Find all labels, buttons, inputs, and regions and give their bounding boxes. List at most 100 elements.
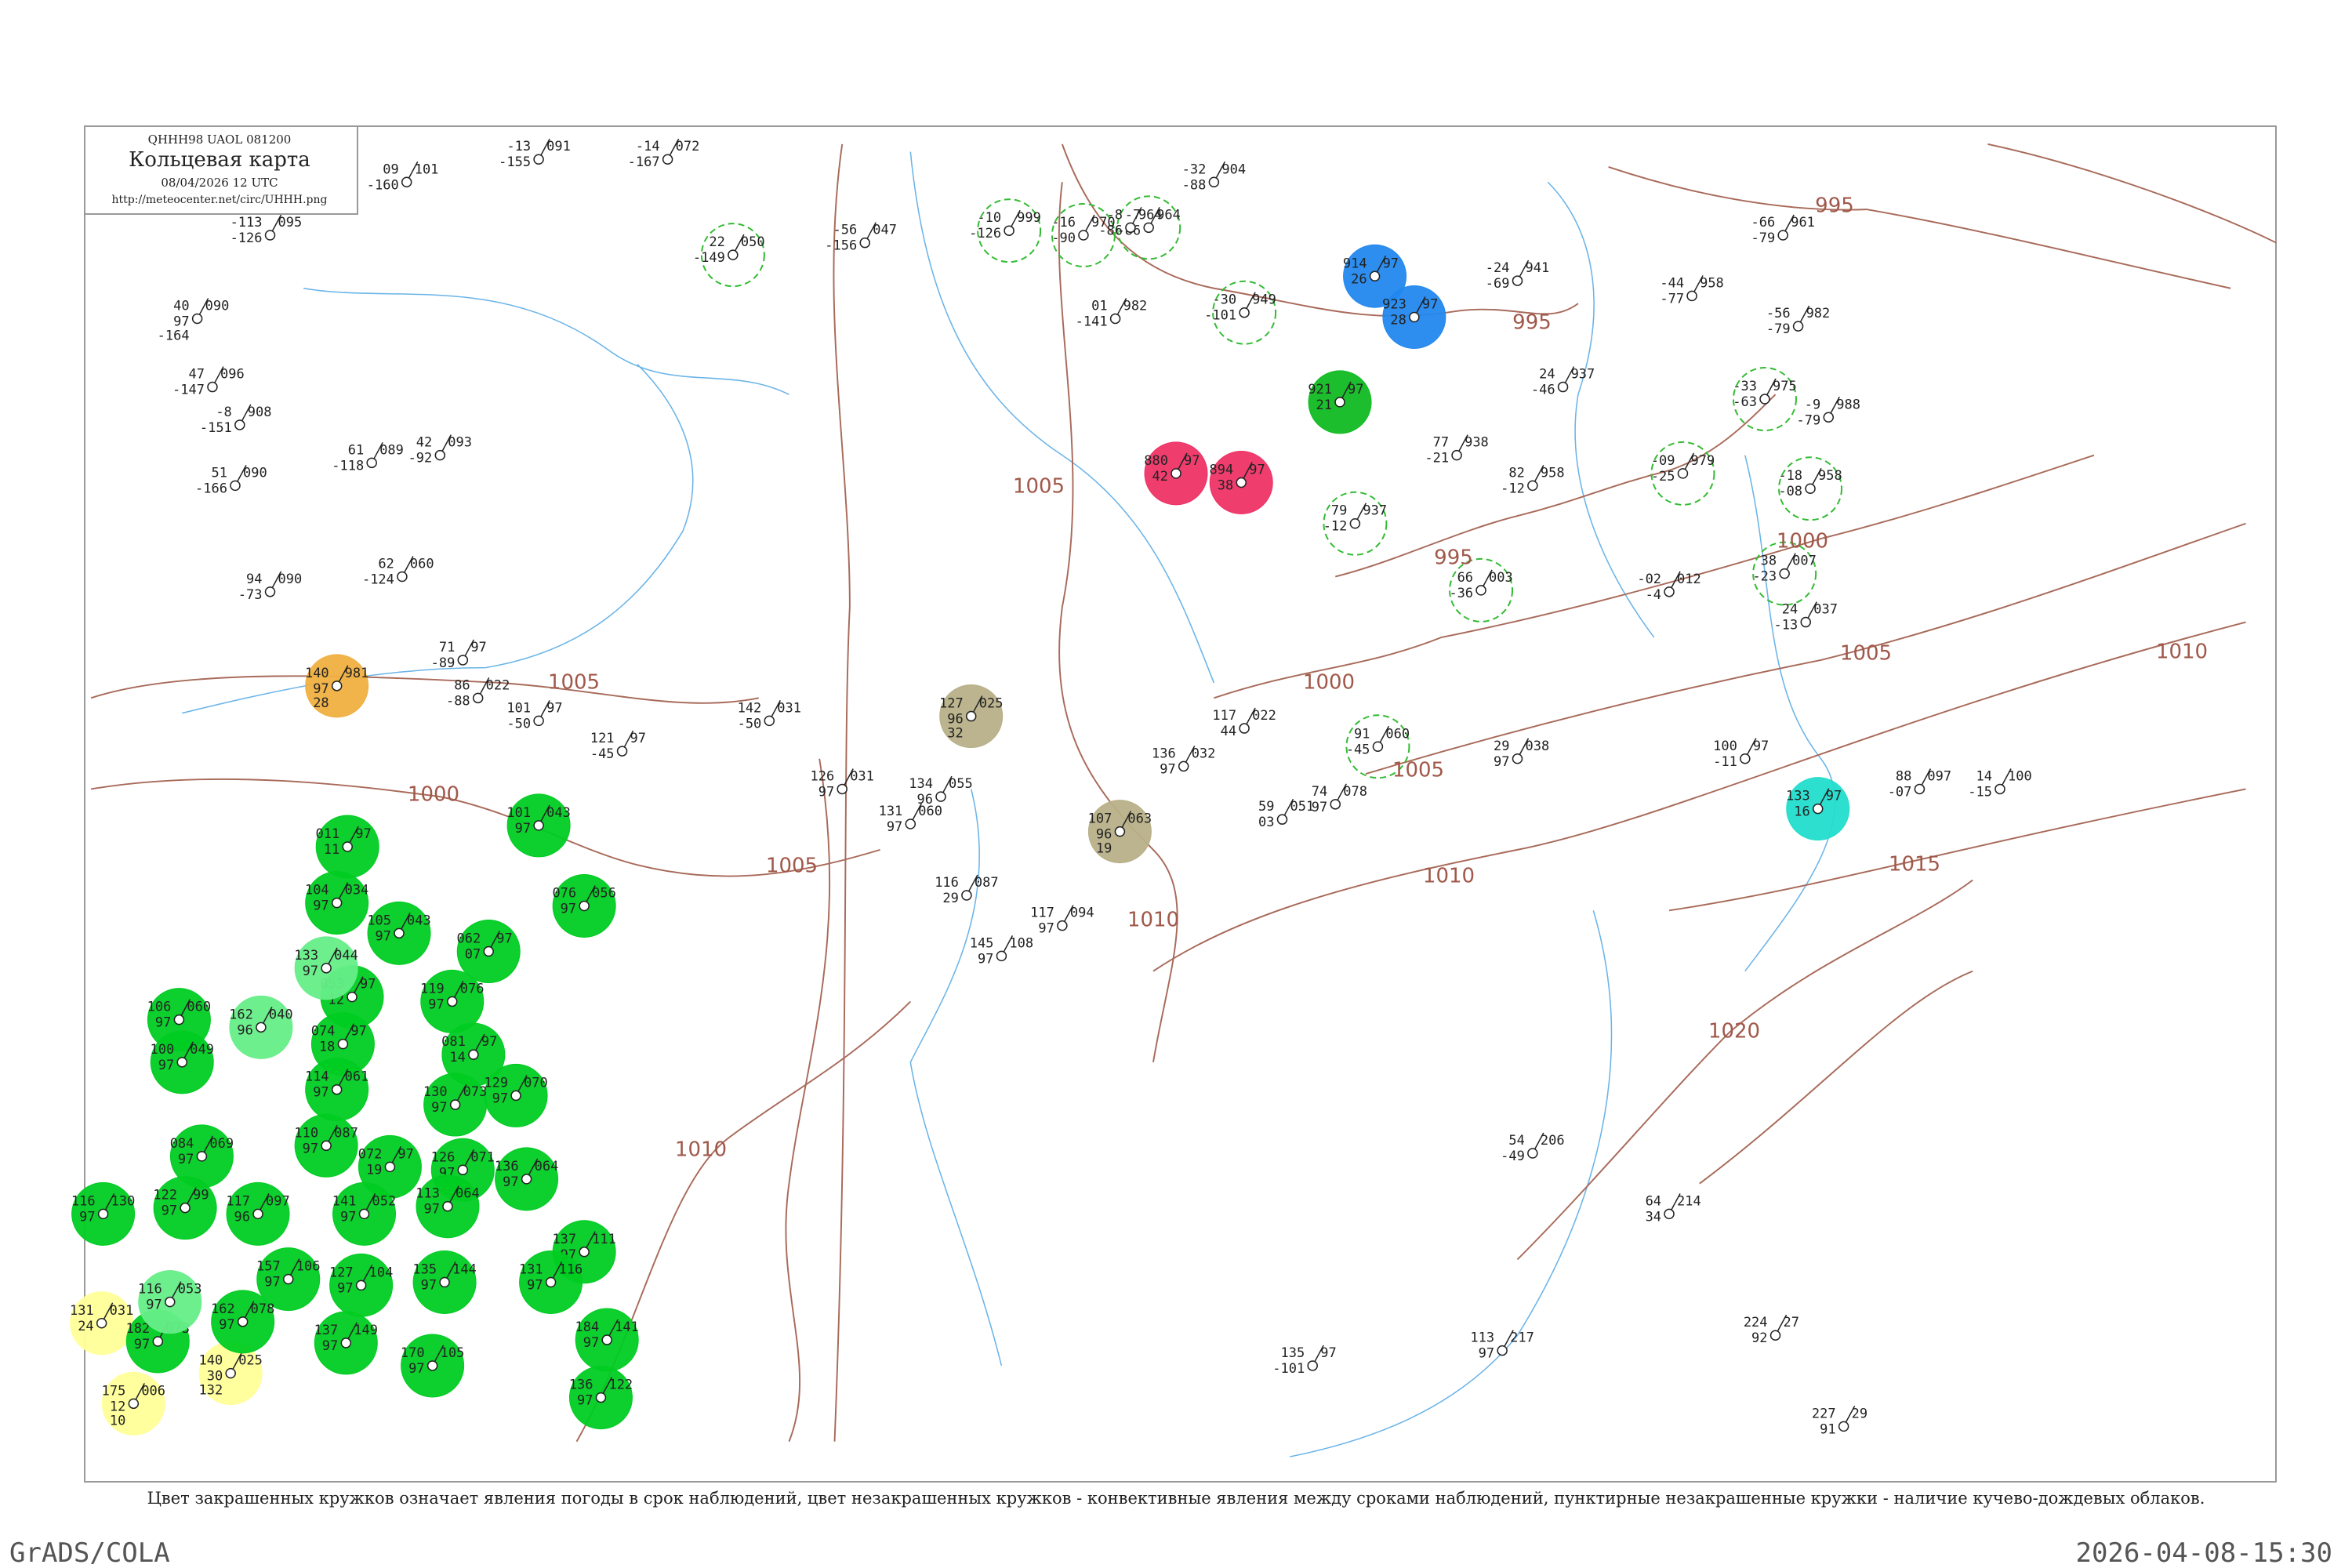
station-dot [152,1336,164,1347]
station-value: 053 [178,1282,202,1298]
station-value: -167 [628,154,660,170]
header-url: http://meteocenter.net/circ/UHHH.png [112,194,328,206]
station: 162 040 96 [229,995,293,1059]
station-value: -9 [1805,397,1820,412]
station-value: -101 [1204,308,1236,324]
station-value: 060 [187,1000,211,1015]
station-dot [521,1174,532,1185]
station: 224 27 92 [1744,1314,1799,1346]
station-value: 116 [559,1261,583,1277]
station-dot [965,710,977,722]
station-value: 022 [1252,708,1276,724]
station-value: 141 [615,1319,639,1335]
station-dot [1497,1345,1508,1356]
station-value: -02 [1637,572,1661,587]
isobar [1987,143,2277,244]
station-dot [961,890,972,901]
isobars [90,143,2277,1443]
station: 101 043 97 [506,793,571,858]
station-dot [282,1273,294,1285]
station-value: 10 [110,1413,125,1428]
station-value: 99 [193,1188,209,1203]
station: 116 053 97 [138,1270,202,1334]
station-dot [457,655,469,666]
station-value: 29 [1494,739,1509,754]
isobar-label: 1010 [1127,909,1179,932]
station-value: 97 [630,731,646,746]
station-value: 043 [407,913,431,928]
station-value: -8 [216,405,231,420]
station: 157 106 97 [256,1247,320,1312]
station: 47 096 -147 [172,366,245,398]
station-value: 42 [416,435,432,451]
station-value: 97 [162,1203,177,1219]
station-value: -18 [1778,468,1802,484]
station: 61 089 -118 [332,441,404,474]
station-value: 175 [102,1383,126,1399]
station-value: 47 [188,367,204,383]
station-dot [180,1202,191,1214]
station-value: 127 [329,1265,354,1280]
station-dot [859,237,870,249]
isobar-label: 1005 [766,855,818,878]
station-dot [1677,468,1689,479]
station-value: 97 [428,996,444,1012]
station: 081 97 14 [441,1022,506,1087]
station-dot [1769,1330,1781,1341]
station-value: 157 [256,1259,281,1275]
station-value: 97 [1320,1345,1336,1361]
header-code: QHHH98 UAOL 081200 [148,132,292,147]
station: 136 122 97 [569,1366,633,1430]
station-value: 031 [777,700,801,716]
station-value: -45 [590,746,615,762]
station-value: 97 [313,681,328,697]
station-dot [394,927,405,939]
station-value: 97 [79,1209,95,1225]
station-value: 003 [1489,570,1513,586]
station: 121 97 -45 [590,730,646,762]
station-value: 100 [1713,739,1737,754]
station-dot [1512,275,1523,286]
station-dot [1109,313,1121,325]
station: 135 97 -101 [1272,1345,1337,1377]
station-value: 30 [207,1369,223,1385]
station-value: 091 [546,139,571,154]
station-value: 01 [1091,298,1107,314]
station-value: 108 [1009,935,1033,951]
station: 133 044 97 [294,936,358,1000]
station-value: 97 [350,1024,366,1040]
station-value: 006 [141,1383,165,1399]
station-value: 981 [345,666,369,681]
station-value: 182 [126,1321,151,1337]
station: 91 060 -45 [1345,714,1410,779]
station-value: 011 [316,826,340,842]
station: 084 069 97 [170,1124,234,1189]
isobar [1516,879,1973,1261]
station: 79 937 -12 [1323,491,1388,556]
station-dot [340,1338,352,1348]
station-value: 069 [209,1136,234,1152]
station: 38 007 -23 [1752,541,1817,606]
station-value: 14 [1976,768,1992,784]
station-dot [1779,568,1790,579]
station: 116 087 29 [935,874,999,906]
station-value: 938 [1465,435,1489,451]
station-value: -4 [1646,587,1661,603]
station: 100 97 -11 [1713,738,1769,770]
station-value: 093 [448,435,472,451]
station-value: -30 [1212,292,1236,308]
station: -8 964 -86 [1098,206,1163,238]
station-dot [837,783,848,795]
station-value: 97 [178,1152,194,1167]
station-dot [252,1208,263,1220]
isobar-label: 1005 [1392,759,1444,782]
station-value: 27 [1784,1315,1799,1330]
station-dot [1823,412,1835,423]
station-value: 105 [441,1345,465,1361]
station-value: 40 [173,298,189,314]
station-value: -32 [1182,162,1207,177]
station-dot [1686,290,1697,302]
station-value: -24 [1486,260,1510,276]
station-value: 144 [452,1261,477,1277]
station-value: 32 [947,726,963,742]
